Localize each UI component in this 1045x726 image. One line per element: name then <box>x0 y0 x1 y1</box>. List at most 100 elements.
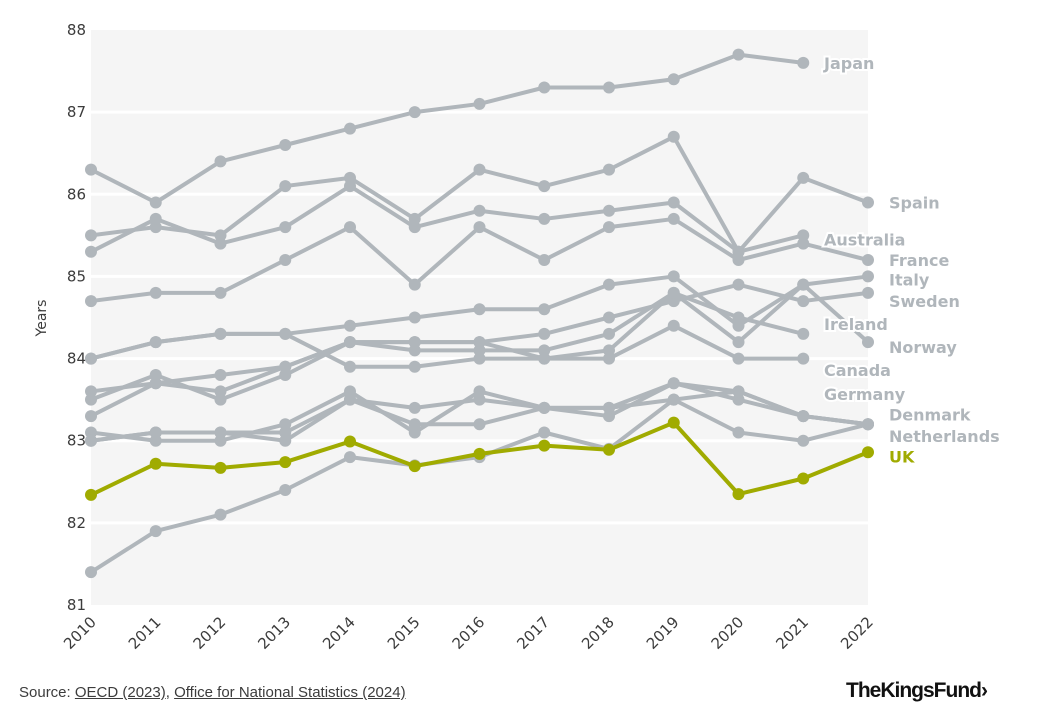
data-point <box>344 336 356 349</box>
y-axis-label: Years <box>34 300 50 338</box>
data-point <box>732 319 745 332</box>
data-point <box>862 418 874 431</box>
data-point <box>473 385 486 398</box>
data-point <box>862 270 874 283</box>
data-point <box>279 139 292 151</box>
data-point <box>473 97 486 110</box>
data-point <box>732 426 745 439</box>
series-label-ireland: Ireland <box>824 315 888 334</box>
data-point <box>603 327 615 340</box>
data-point <box>85 393 97 406</box>
data-point <box>279 426 292 439</box>
data-point <box>732 385 745 398</box>
data-point <box>344 122 356 135</box>
series-label-australia: Australia <box>824 230 905 249</box>
y-tick-label: 87 <box>67 103 86 121</box>
y-tick-label: 86 <box>67 185 86 203</box>
data-point <box>149 221 162 234</box>
data-point <box>797 171 810 184</box>
data-point <box>344 180 356 193</box>
data-point <box>603 410 615 423</box>
data-point <box>603 443 615 456</box>
data-point <box>344 393 356 406</box>
series-japan <box>85 48 810 209</box>
x-tick-label: 2012 <box>190 613 230 653</box>
data-point <box>538 426 551 439</box>
series-label-japan: Japan <box>823 54 874 73</box>
data-point <box>538 344 551 357</box>
data-point <box>149 286 162 299</box>
source-link-oecd[interactable]: OECD (2023) <box>74 684 166 701</box>
data-point <box>538 212 551 225</box>
data-point <box>408 344 421 357</box>
data-point <box>667 286 680 299</box>
data-point <box>85 229 97 242</box>
data-point <box>149 457 162 470</box>
data-point <box>473 221 486 234</box>
y-axis-ticks: 81 82 83 84 85 86 87 88 <box>67 21 86 614</box>
data-point <box>538 303 551 316</box>
data-point <box>408 278 421 291</box>
data-point <box>732 311 745 324</box>
series-line <box>90 52 804 205</box>
data-point <box>603 401 615 414</box>
x-tick-label: 2011 <box>125 613 165 653</box>
data-point <box>667 416 680 429</box>
data-point <box>344 221 356 234</box>
data-point <box>85 245 97 258</box>
data-point <box>408 460 421 473</box>
x-tick-label: 2019 <box>643 613 683 653</box>
x-tick-label: 2017 <box>513 613 553 653</box>
data-point <box>473 163 486 176</box>
data-point <box>85 434 97 447</box>
data-point <box>797 352 810 365</box>
data-point <box>408 212 421 225</box>
data-point <box>538 254 551 266</box>
data-point <box>862 196 874 209</box>
data-point <box>732 48 745 61</box>
data-point <box>279 180 292 193</box>
data-point <box>667 393 680 406</box>
y-tick-label: 88 <box>67 21 86 39</box>
data-point <box>149 434 162 447</box>
data-point <box>797 56 810 69</box>
data-point <box>85 410 97 423</box>
data-point <box>408 221 421 234</box>
data-point <box>279 221 292 234</box>
data-point <box>797 434 810 447</box>
series-label-netherlands: Netherlands <box>889 427 1000 446</box>
data-point <box>408 401 421 414</box>
data-point <box>149 369 162 381</box>
data-point <box>538 81 551 94</box>
data-point <box>279 484 292 496</box>
data-point <box>667 212 680 225</box>
series-france <box>85 212 874 308</box>
data-point <box>538 352 551 365</box>
x-axis-ticks: 2010 2011 2012 2013 2014 2015 2016 2017 2018 2019… <box>60 613 877 653</box>
data-point <box>732 352 745 365</box>
series-label-italy: Italy <box>889 271 930 290</box>
x-tick-label: 2014 <box>319 613 359 653</box>
x-tick-label: 2020 <box>708 613 748 653</box>
y-tick-label: 85 <box>67 267 86 285</box>
series-australia <box>85 180 810 258</box>
y-tick-label: 84 <box>67 350 86 368</box>
kings-fund-logo: TheKingsFund› <box>846 679 988 702</box>
data-point <box>603 344 615 357</box>
y-tick-label: 82 <box>67 514 86 532</box>
series-ireland <box>85 286 810 406</box>
data-point <box>797 472 810 485</box>
series-label-germany: Germany <box>824 385 906 404</box>
x-tick-label: 2010 <box>60 613 100 653</box>
data-point <box>732 278 745 291</box>
data-point <box>862 446 874 459</box>
source-link-ons[interactable]: Office for National Statistics (2024) <box>174 684 406 701</box>
x-tick-label: 2016 <box>449 613 489 653</box>
data-point <box>279 327 292 340</box>
data-point <box>538 401 551 414</box>
data-point <box>797 278 810 291</box>
data-point <box>214 426 227 439</box>
data-point <box>149 336 162 349</box>
series-label-spain: Spain <box>889 194 940 213</box>
data-point <box>214 385 227 398</box>
